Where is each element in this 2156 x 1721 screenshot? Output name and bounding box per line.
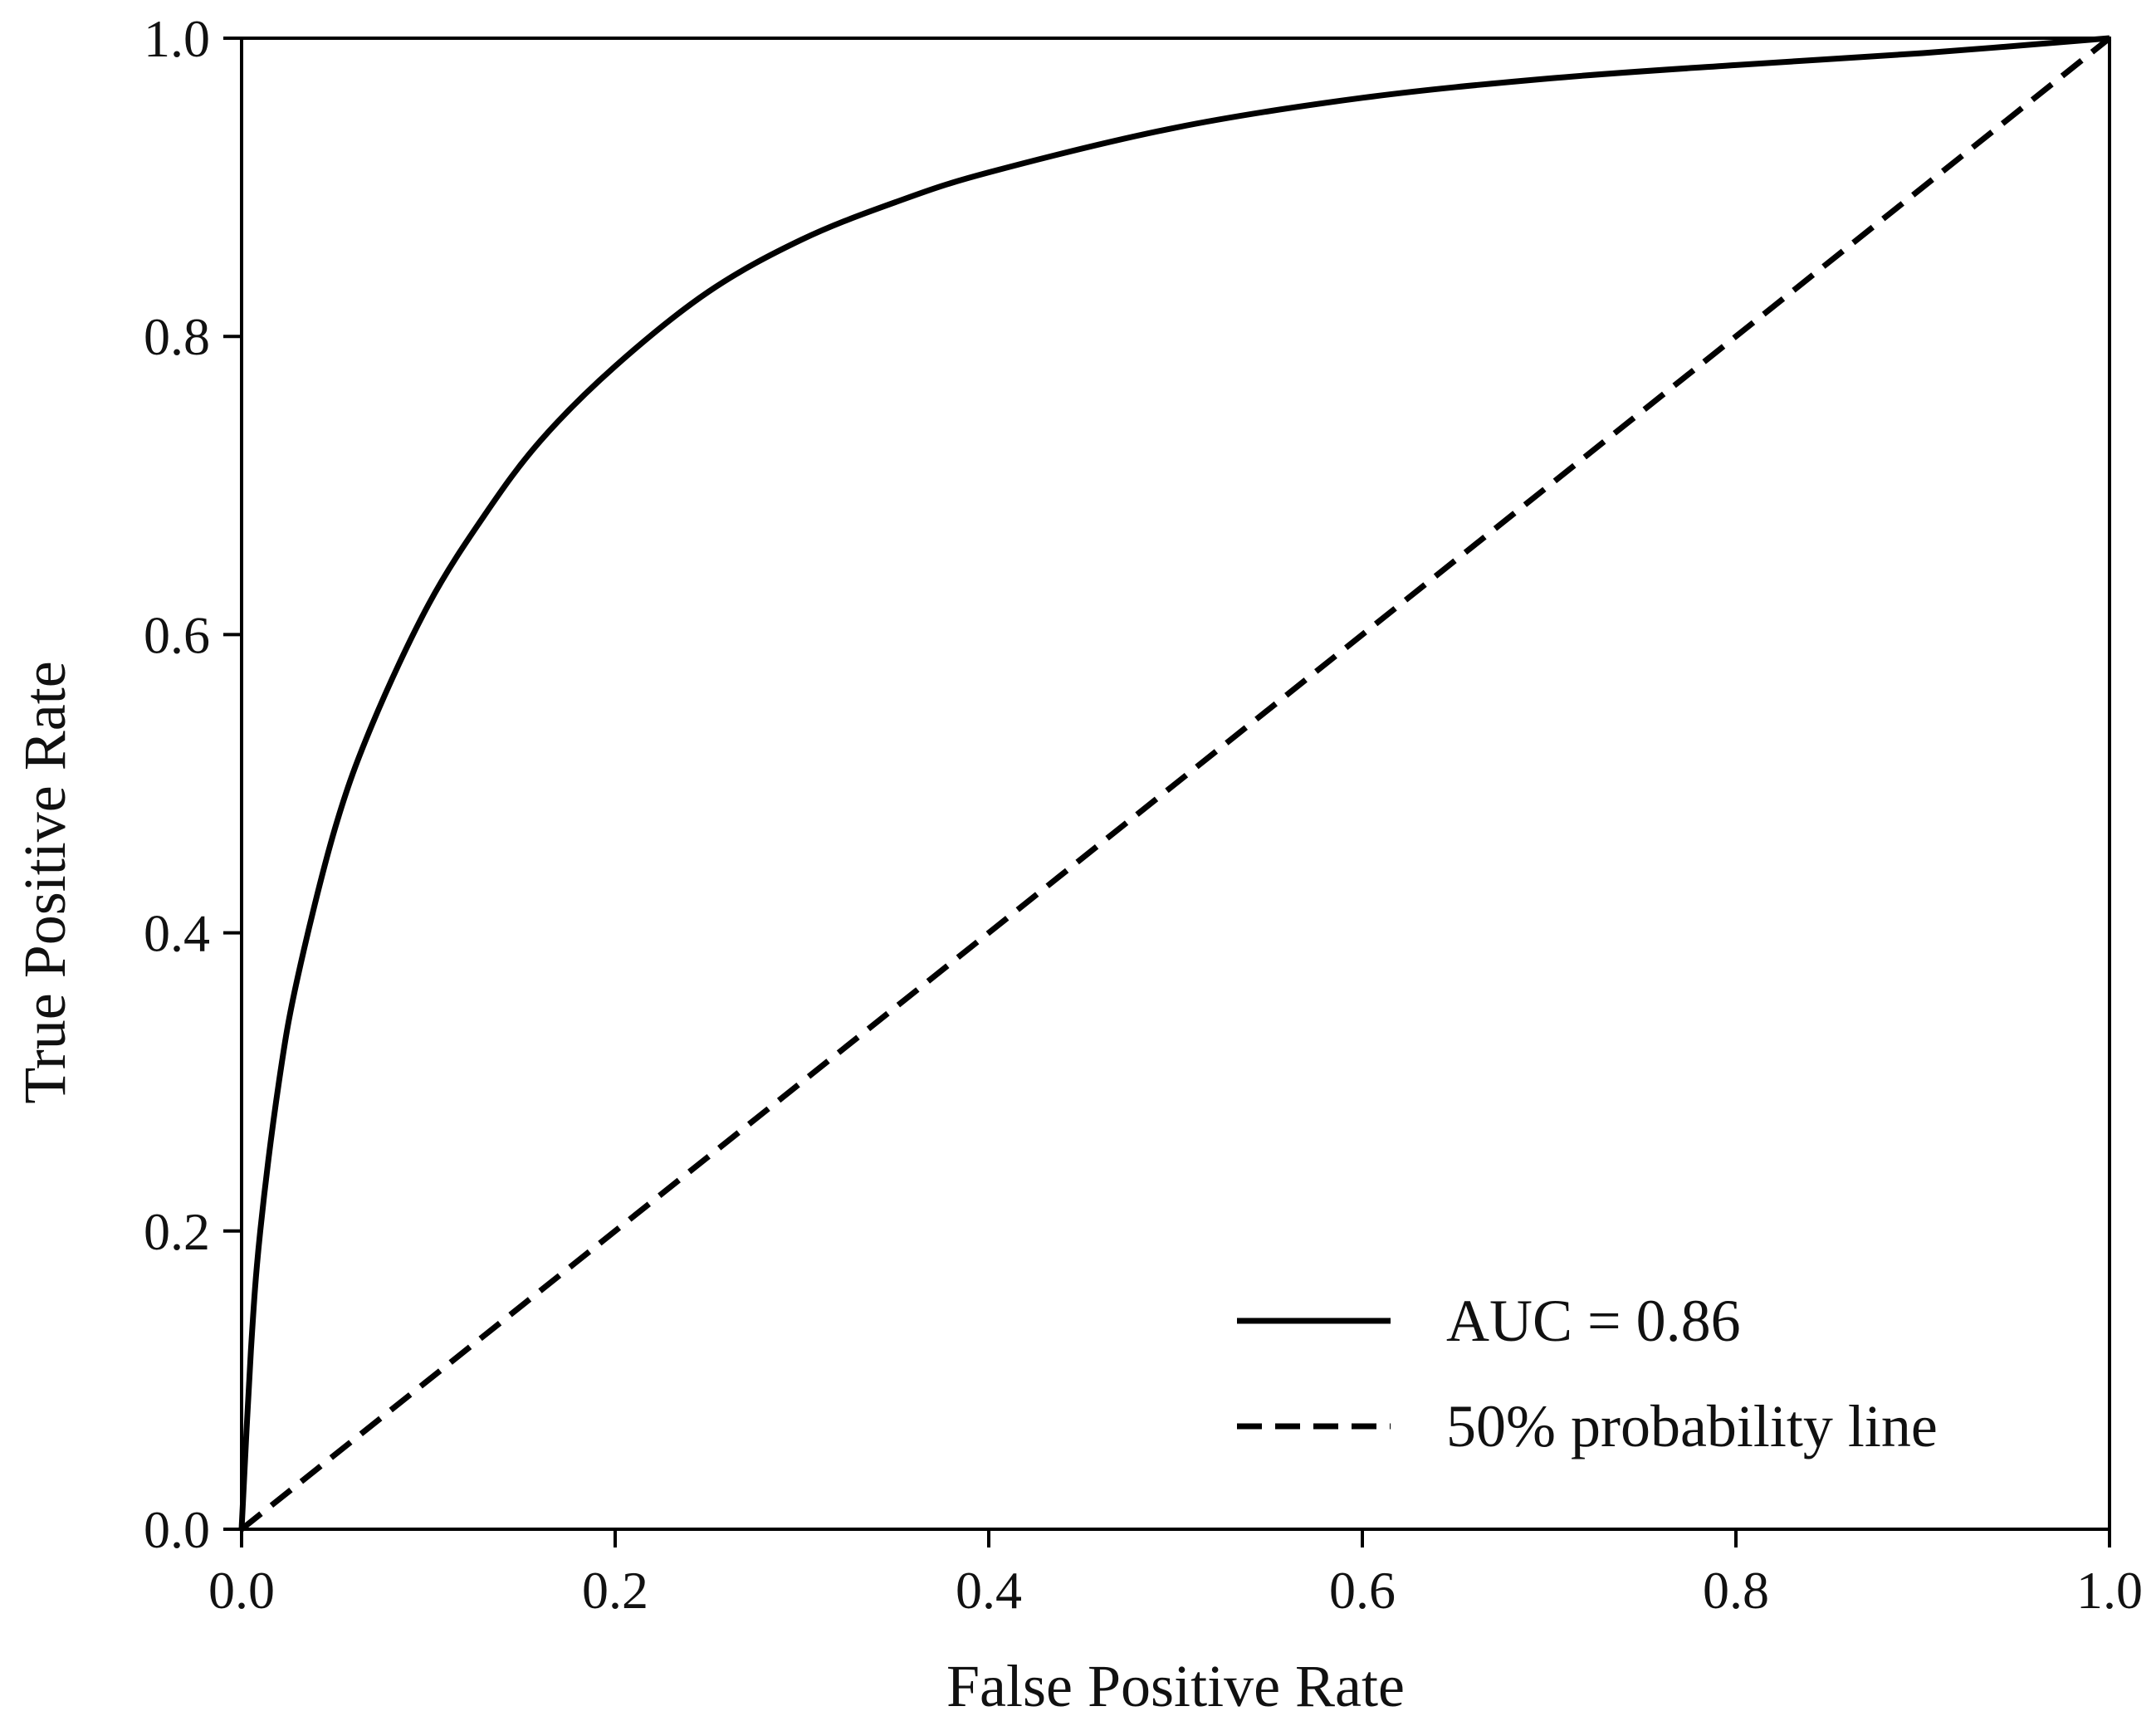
series-line-diagonal (239, 36, 2112, 1532)
axes: 0.0 0.2 0.4 0.6 0.8 1.0 0.0 0.2 0.4 0.6 0.8 1.0 (144, 9, 2143, 1620)
y-tick-label: 0.2 (144, 1202, 210, 1261)
legend: AUC = 0.86 50% probability line (1237, 1288, 1938, 1459)
y-tick-label: 0.0 (144, 1500, 210, 1559)
legend-label: AUC = 0.86 (1446, 1288, 1741, 1354)
x-axis-label: False Positive Rate (946, 1653, 1405, 1719)
y-axis-label: True Positive Rate (12, 661, 78, 1103)
y-tick-label: 0.8 (144, 307, 210, 366)
x-tick-label: 0.2 (582, 1561, 648, 1620)
x-tick-label: 0.4 (956, 1561, 1022, 1620)
x-tick-label: 0.0 (208, 1561, 275, 1620)
legend-label: 50% probability line (1446, 1393, 1938, 1459)
y-tick-label: 1.0 (144, 9, 210, 68)
series-line-roc (238, 35, 2110, 1530)
plot-frame (240, 37, 2111, 1531)
plot-area (238, 35, 2112, 1532)
x-tick-label: 0.6 (1329, 1561, 1396, 1620)
y-tick-label: 0.4 (144, 904, 210, 963)
y-tick-label: 0.6 (144, 605, 210, 664)
x-tick-label: 1.0 (2076, 1561, 2143, 1620)
x-tick-label: 0.8 (1703, 1561, 1769, 1620)
